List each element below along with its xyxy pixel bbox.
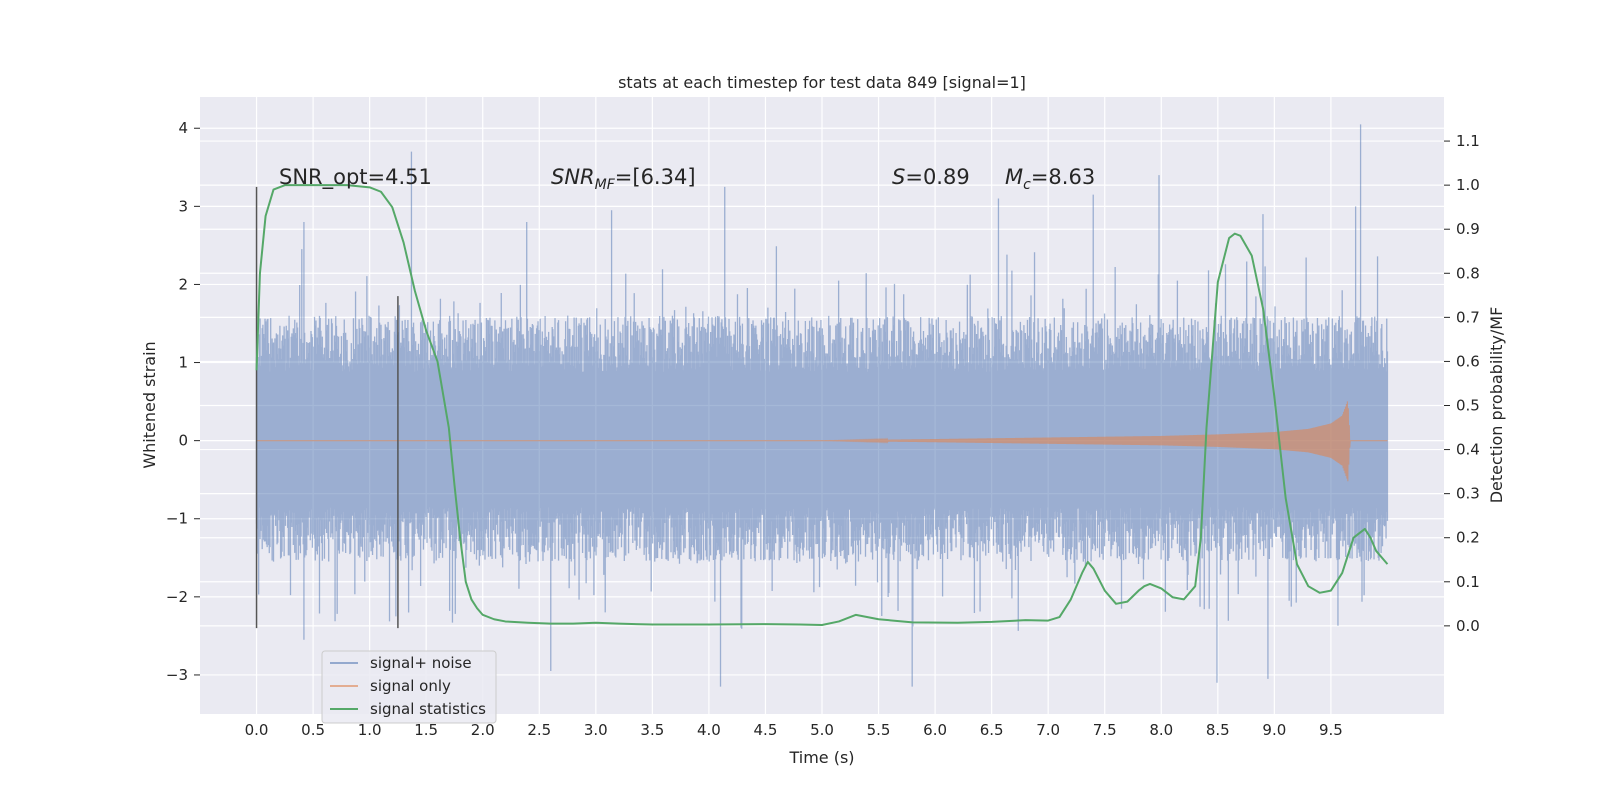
legend: signal+ noise signal only signal statist…: [321, 650, 497, 724]
snr-mf-symbol: SNR: [551, 165, 595, 189]
x-tick-label: 1.0: [358, 721, 382, 739]
mc-subscript: c: [1023, 177, 1031, 193]
snr-mf-annotation: SNRMF=[6.34]: [551, 165, 696, 193]
y2-tick-label: 0.0: [1456, 617, 1480, 635]
snr-mf-value: =[6.34]: [615, 165, 696, 189]
y2-tick-label: 0.7: [1456, 308, 1480, 326]
vertical-markers: [255, 186, 399, 629]
x-tick-labels: 0.0 0.5 1.0 1.5 2.0 2.5 3.0 3.5 4.0 4.5 5.0 5.5 6.0 6…: [245, 721, 1343, 739]
y-tick-label: 3: [178, 197, 188, 215]
s-symbol: S: [892, 165, 905, 189]
legend-box: [321, 650, 497, 724]
x-tick-label: 2.5: [527, 721, 551, 739]
y-tick-label: −1: [166, 510, 188, 528]
y2-tick-label: 0.4: [1456, 441, 1480, 459]
y2-tick-label: 0.9: [1456, 220, 1480, 238]
x-tick-label: 9.5: [1319, 721, 1343, 739]
y-tick-label: 1: [178, 354, 188, 372]
x-tick-label: 0.0: [245, 721, 269, 739]
y2-tick-label: 0.6: [1456, 352, 1480, 370]
y-axis-label: Whitened strain: [140, 341, 159, 468]
x-tick-label: 9.0: [1262, 721, 1286, 739]
x-axis-label: Time (s): [788, 748, 854, 767]
x-tick-label: 8.5: [1206, 721, 1230, 739]
x-tick-label: 5.5: [867, 721, 891, 739]
signal-only-trace: [256, 401, 1388, 482]
legend-label-signal-only: signal only: [370, 677, 451, 695]
s-value: =0.89: [905, 165, 969, 189]
y-tick-label: −2: [166, 588, 188, 606]
x-tick-label: 0.5: [301, 721, 325, 739]
y2-tick-label: 0.3: [1456, 485, 1480, 503]
y-tick-label: 4: [178, 119, 188, 137]
s-annotation: S=0.89: [892, 165, 970, 189]
mc-value: =8.63: [1031, 165, 1095, 189]
y2-tick-label: 1.0: [1456, 176, 1480, 194]
x-tick-label: 3.0: [584, 721, 608, 739]
y2-tick-label: 0.1: [1456, 573, 1480, 591]
mc-symbol: M: [1005, 165, 1023, 189]
y-tick-label: −3: [166, 666, 188, 684]
x-tick-label: 6.0: [923, 721, 947, 739]
legend-label-signal-noise: signal+ noise: [370, 654, 472, 672]
y2-tick-label: 1.1: [1456, 132, 1480, 150]
y2-tick-label: 0.5: [1456, 397, 1480, 415]
legend-label-signal-statistics: signal statistics: [370, 700, 486, 718]
x-tick-label: 5.0: [810, 721, 834, 739]
mc-annotation: Mc=8.63: [1005, 165, 1095, 193]
x-tick-label: 3.5: [640, 721, 664, 739]
x-tick-label: 8.0: [1149, 721, 1173, 739]
signal-statistics-series: [255, 184, 1389, 626]
x-tick-label: 4.0: [697, 721, 721, 739]
snr-opt-annotation: SNR_opt=4.51: [279, 165, 432, 190]
chart-title: stats at each timestep for test data 849…: [618, 73, 1026, 92]
x-tick-label: 6.5: [980, 721, 1004, 739]
x-tick-label: 2.0: [471, 721, 495, 739]
signal-statistics-line: [255, 184, 1389, 626]
y2-tick-label: 0.8: [1456, 264, 1480, 282]
y2-tick-labels: 1.1 1.0 0.9 0.8 0.7 0.6 0.5 0.4 0.3 0.2 0.1 0.0: [1444, 132, 1480, 635]
x-tick-label: 4.5: [754, 721, 778, 739]
y-tick-labels: 4 3 2 1 0 −1 −2 −3: [166, 119, 200, 684]
signal-only-series: [256, 401, 1388, 482]
x-tick-label: 7.5: [1093, 721, 1117, 739]
y2-tick-label: 0.2: [1456, 529, 1480, 547]
snr-mf-subscript: MF: [595, 177, 616, 193]
y2-axis-label: Detection probability/MF: [1487, 307, 1506, 504]
x-tick-label: 1.5: [414, 721, 438, 739]
x-tick-label: 7.0: [1036, 721, 1060, 739]
y-tick-label: 0: [178, 432, 188, 450]
y-tick-label: 2: [178, 275, 188, 293]
